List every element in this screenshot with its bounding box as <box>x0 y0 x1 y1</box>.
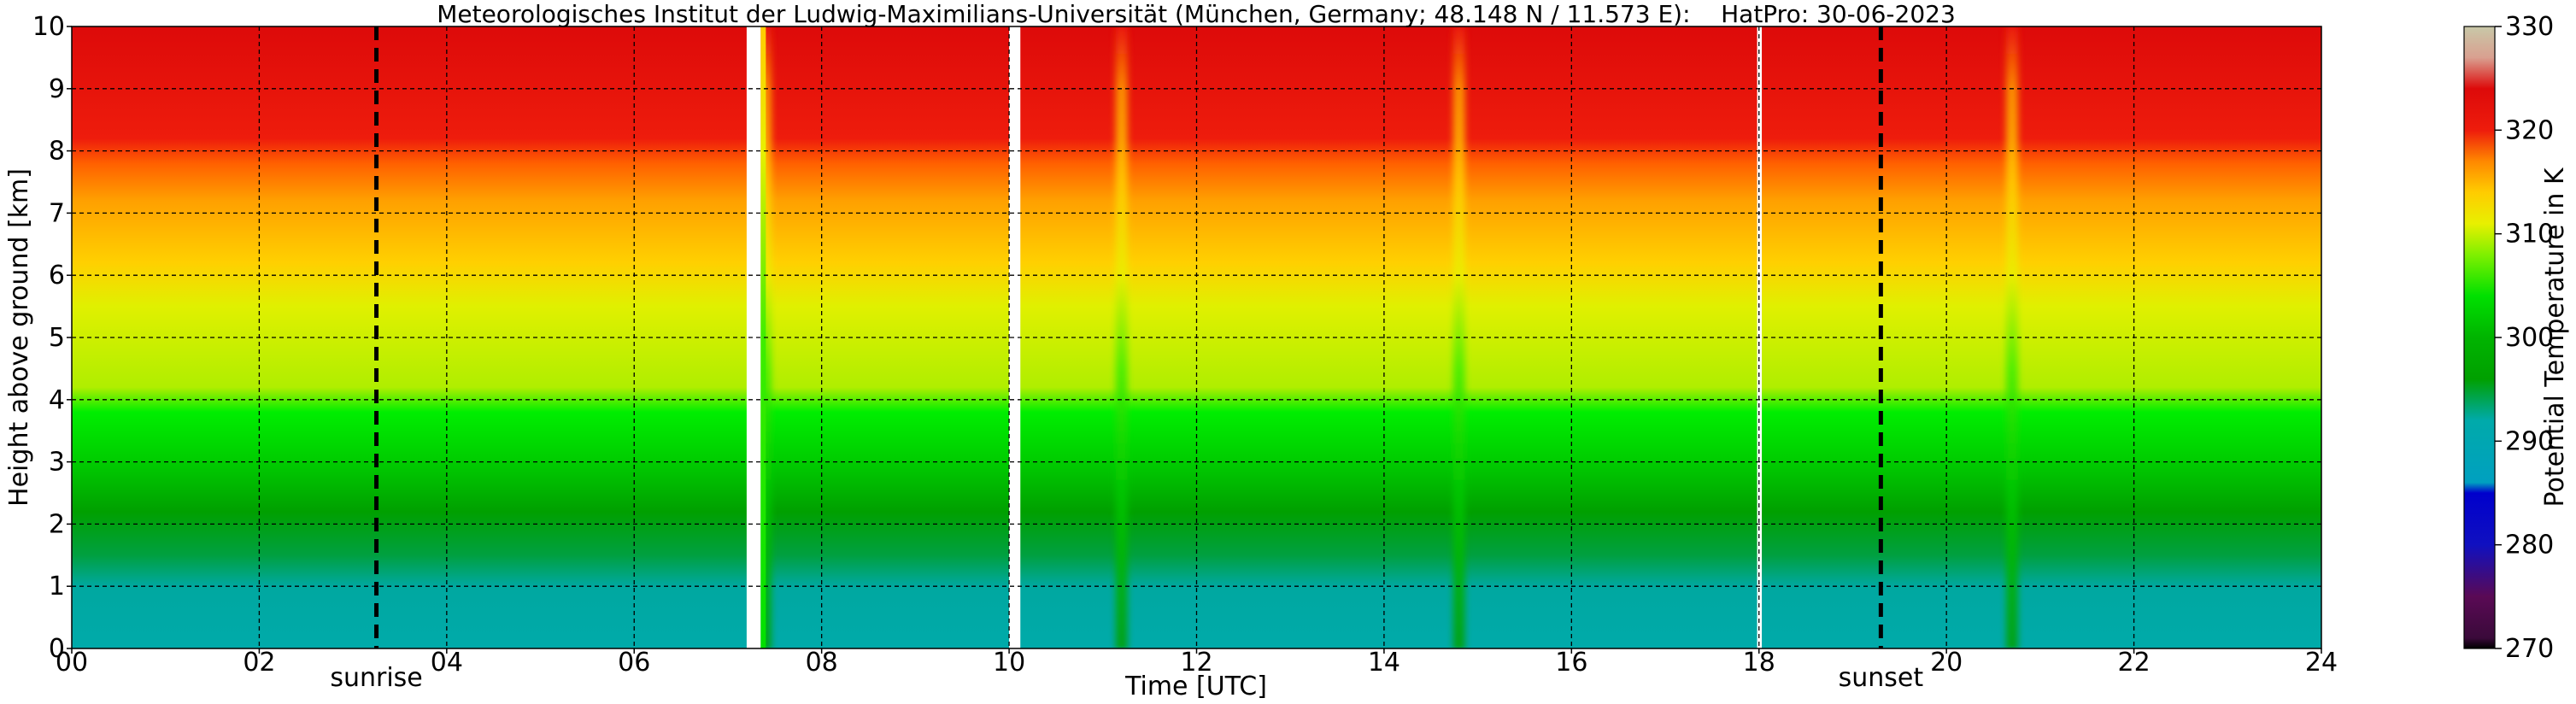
colorbar-tick-label: 320 <box>2505 115 2554 145</box>
y-axis-label: Height above ground [km] <box>4 168 34 507</box>
y-tick-label: 1 <box>49 572 65 601</box>
x-tick-label: 00 <box>56 648 88 678</box>
x-tick-label: 20 <box>1930 648 1963 678</box>
event-lines <box>374 26 1883 648</box>
colorbar-tick-label: 270 <box>2505 634 2554 664</box>
y-tick-label: 9 <box>49 74 65 104</box>
colorbar-tick-label: 310 <box>2505 220 2554 249</box>
y-tick-label: 7 <box>49 198 65 228</box>
y-tick-label: 6 <box>49 261 65 290</box>
y-tick-label: 10 <box>32 12 65 42</box>
x-tick-label: 10 <box>993 648 1025 678</box>
data-gap <box>1009 26 1021 648</box>
event-label-sunset: sunset <box>1839 663 1924 693</box>
data-gap <box>746 26 761 648</box>
y-axis: 0 1 2 3 4 5 6 7 8 9 10 <box>32 12 72 664</box>
x-tick-label: 04 <box>431 648 463 678</box>
event-labels: sunrise sunset <box>330 663 1923 693</box>
colorbar-tick-label: 280 <box>2505 531 2554 560</box>
colorbar-tick-label: 300 <box>2505 323 2554 353</box>
y-tick-label: 0 <box>49 634 65 664</box>
x-tick-label: 22 <box>2117 648 2150 678</box>
x-tick-label: 06 <box>618 648 650 678</box>
y-tick-label: 2 <box>49 509 65 539</box>
y-tick-label: 5 <box>49 323 65 353</box>
chart-title: Meteorologisches Institut der Ludwig-Max… <box>437 0 1956 28</box>
plot-area <box>72 26 2321 648</box>
colorbar-bar <box>2463 26 2496 649</box>
x-tick-label: 08 <box>806 648 838 678</box>
gap-edge <box>760 26 766 648</box>
colorbar-tick-label: 290 <box>2505 426 2554 456</box>
colorbar-tick-label: 330 <box>2505 12 2554 42</box>
y-tick-label: 4 <box>49 385 65 415</box>
grid <box>72 26 2321 648</box>
y-tick-label: 8 <box>49 137 65 167</box>
colorbar-ticks: 270 280 290 300 310 320 330 <box>2495 12 2554 664</box>
x-tick-label: 18 <box>1743 648 1775 678</box>
x-tick-label: 14 <box>1368 648 1400 678</box>
x-tick-label: 16 <box>1555 648 1587 678</box>
x-axis: 00 02 04 06 08 10 12 14 16 18 20 22 24 <box>56 648 2338 678</box>
colorbar-label: Potential Temperature in K <box>2540 167 2570 507</box>
colorbar: 270 280 290 300 310 320 330 Potential Temperat… <box>2463 12 2570 664</box>
event-label-sunrise: sunrise <box>330 663 422 693</box>
x-tick-label: 02 <box>243 648 275 678</box>
x-axis-label: Time [UTC] <box>1124 672 1267 701</box>
x-tick-label: 12 <box>1180 648 1212 678</box>
x-tick-label: 24 <box>2305 648 2338 678</box>
y-tick-label: 3 <box>49 448 65 478</box>
